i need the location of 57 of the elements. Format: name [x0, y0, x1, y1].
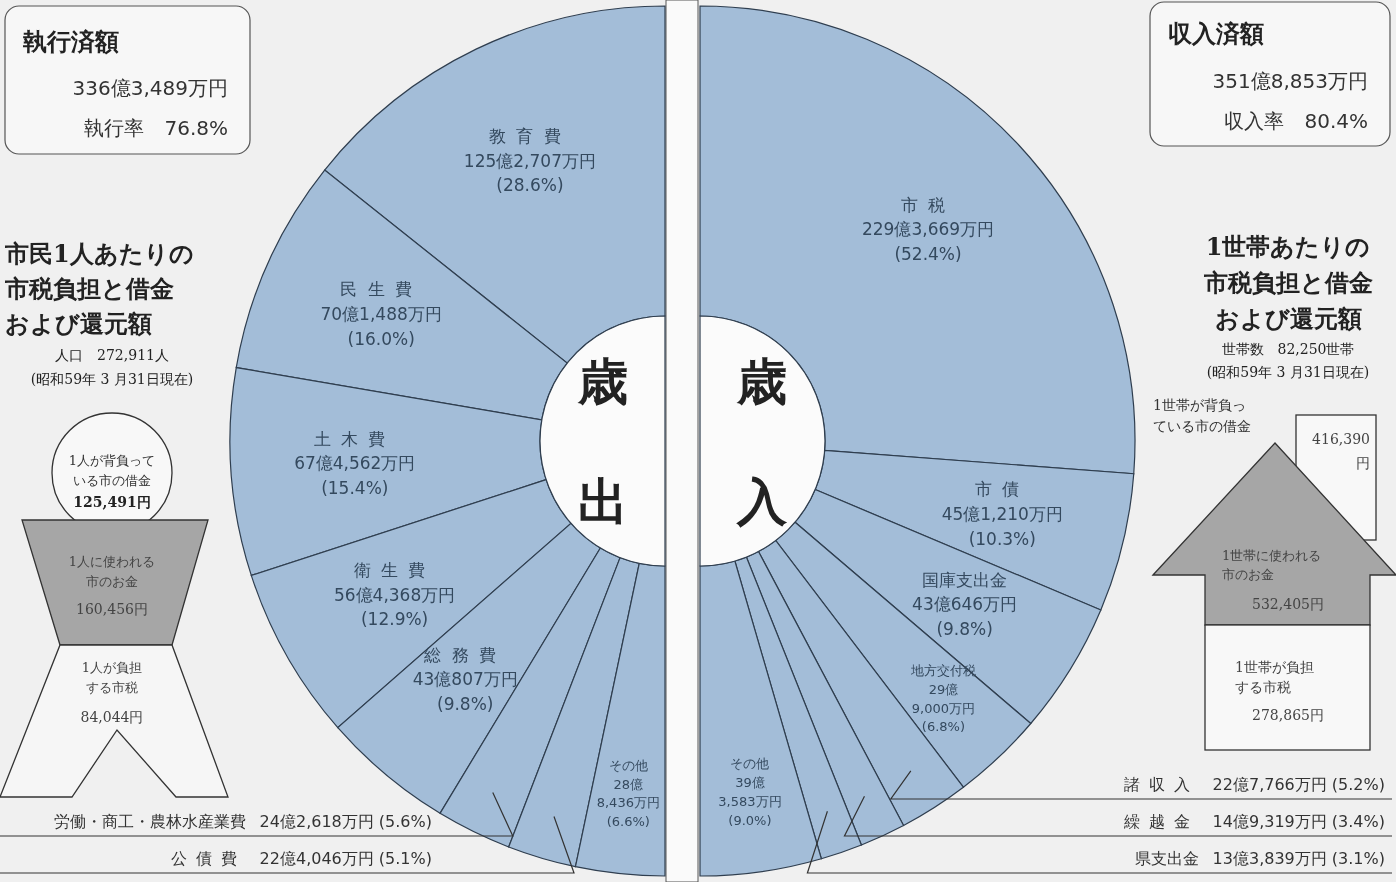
chart-title: 歳入	[737, 353, 787, 531]
text: 1人に使われる市のお金	[68, 554, 156, 589]
slice-label: 民生費	[340, 279, 422, 300]
text: 1人が背負っている市の借金	[68, 453, 156, 488]
text: 世帯数 82,250世帯	[1221, 341, 1355, 357]
text: (昭和59年 3 月31日現在)	[30, 371, 194, 387]
slice-label: 市税	[900, 194, 956, 215]
slice-label: 諸収入	[1123, 775, 1199, 794]
text: 278,865円	[1252, 707, 1324, 723]
text: 1世帯に使われる市のお金	[1222, 548, 1322, 582]
data-label: 43億646万円 (9.8%)	[912, 594, 1018, 639]
data-label: 125億2,707万円 (28.6%)	[463, 150, 596, 196]
text: 執行済額	[22, 28, 119, 56]
data-label: 29億9,000万円 (6.8%)	[911, 681, 976, 735]
text: 執行率 76.8%	[84, 116, 228, 140]
data-label: 13億3,839万円 (3.1%)	[1212, 849, 1385, 868]
data-label: 22億7,766万円 (5.2%)	[1212, 775, 1385, 794]
data-label: 45億1,210万円 (10.3%)	[941, 504, 1063, 549]
slice-label: 繰越金	[1122, 812, 1199, 831]
data-label: 28億8,436万円 (6.6%)	[596, 776, 660, 830]
slice-label: 衛生費	[353, 559, 436, 580]
data-label: 56億4,368万円 (12.9%)	[333, 584, 456, 630]
text: 収入率 80.4%	[1224, 109, 1368, 133]
text: 収入済額	[1168, 20, 1264, 48]
data-label: 22億4,046万円 (5.1%)	[259, 849, 432, 868]
text: 336億3,489万円	[72, 76, 228, 100]
text: 1世帯が背負っている市の借金	[1153, 397, 1251, 434]
text: 532,405円	[1252, 596, 1324, 612]
slice-label: 公債費	[170, 849, 246, 868]
data-label: 70億1,488万円 (16.0%)	[320, 303, 442, 349]
data-label: 24億2,618万円 (5.6%)	[259, 812, 432, 831]
slice-label: 市債	[975, 479, 1030, 500]
data-label: 67億4,562万円 (15.4%)	[294, 453, 416, 499]
data-label: 39億3,583万円 (9.0%)	[718, 774, 782, 828]
chart-title: 歳出	[578, 353, 628, 531]
text: 市民1人あたりの市税負担と借金および還元額	[4, 239, 194, 338]
text: 160,456円	[76, 601, 148, 617]
text: 416,390円	[1312, 431, 1370, 471]
text: (昭和59年 3 月31日現在)	[1206, 364, 1370, 380]
data-label: 14億9,319万円 (3.4%)	[1212, 812, 1385, 831]
slice-label: その他	[730, 756, 770, 772]
slice-label: 総務費	[423, 644, 507, 665]
slice-label: 教育費	[489, 126, 571, 147]
slice-label: 県支出金	[1134, 849, 1199, 868]
slice-label: 国庫支出金	[922, 569, 1008, 590]
data-label: 229億3,669万円 (52.4%)	[861, 219, 995, 265]
text: 1人が負担する市税	[81, 660, 143, 695]
slice-label: その他	[608, 757, 648, 773]
text: 125,491円	[73, 494, 151, 510]
text: 84,044円	[80, 709, 144, 725]
text: 人口 272,911人	[55, 347, 169, 363]
text: 351億8,853万円	[1212, 69, 1368, 93]
text: 1世帯が負担する市税	[1235, 659, 1314, 695]
slice-label: 土木費	[314, 428, 396, 449]
data-label: 43億807万円 (9.8%)	[412, 669, 518, 714]
text: 1世帯あたりの市税負担と借金および還元額	[1202, 232, 1373, 333]
slice-label: 労働・商工・農林水産業費	[53, 812, 246, 831]
